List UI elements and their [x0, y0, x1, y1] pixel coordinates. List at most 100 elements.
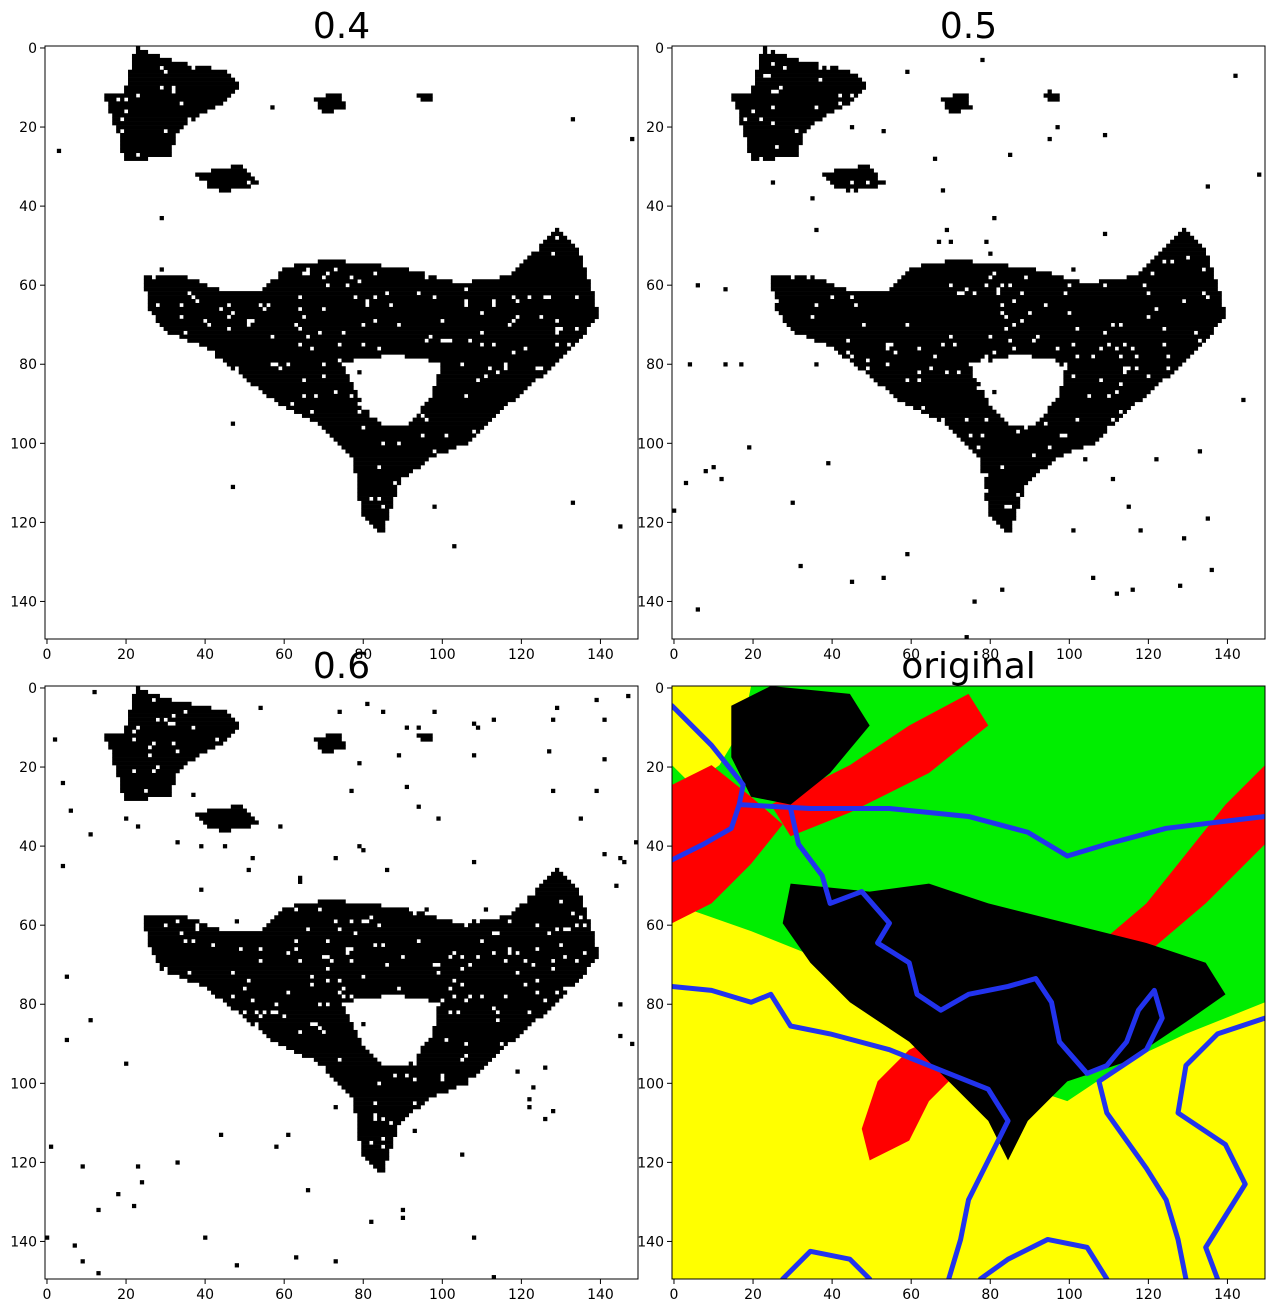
mask-run — [1071, 310, 1226, 316]
mask-run — [499, 1010, 528, 1015]
mask-run — [175, 1160, 180, 1165]
mask-run — [468, 287, 591, 292]
mask-run — [416, 1101, 425, 1106]
mask-run — [996, 350, 1195, 355]
mask-run — [996, 520, 1013, 525]
mask-run — [128, 109, 208, 114]
mask-run — [897, 279, 1080, 284]
mask-run — [175, 741, 224, 746]
mask-run — [554, 705, 560, 711]
mask-run — [1004, 283, 1009, 288]
mask-run — [739, 113, 827, 118]
mask-run — [566, 954, 599, 960]
mask-run — [278, 1002, 319, 1007]
mask-run — [893, 342, 942, 347]
mask-run — [357, 1120, 390, 1126]
mask-run — [543, 366, 552, 371]
x-tick-label: 60 — [902, 1287, 920, 1303]
mask-run — [1098, 279, 1218, 284]
mask-run — [535, 891, 579, 896]
mask-run — [948, 425, 1025, 430]
mask-run — [1059, 362, 1064, 367]
mask-run — [317, 105, 346, 110]
mask-run — [384, 1144, 394, 1149]
mask-run — [143, 287, 220, 292]
mask-run — [301, 958, 330, 964]
mask-run — [578, 923, 583, 928]
mask-run — [992, 334, 1037, 339]
mask-run — [72, 1243, 77, 1248]
mask-run — [853, 362, 886, 367]
mask-run — [131, 65, 160, 71]
mask-run — [774, 105, 815, 110]
y-tick-label: 20 — [19, 760, 37, 776]
mask-run — [116, 125, 184, 130]
mask-run — [428, 338, 441, 343]
y-tick-label: 100 — [10, 436, 37, 452]
mask-run — [147, 935, 595, 940]
mask-run — [353, 1105, 421, 1110]
mask-run — [167, 966, 326, 971]
mask-run — [432, 504, 437, 509]
mask-run — [270, 302, 366, 308]
region-red-band — [770, 693, 989, 837]
mask-run — [396, 1073, 406, 1078]
mask-run — [396, 753, 402, 758]
mask-run — [222, 844, 228, 849]
mask-run — [428, 397, 516, 403]
mask-run — [333, 958, 350, 964]
mask-run — [984, 480, 1029, 486]
mask-run — [1047, 136, 1052, 142]
mask-run — [207, 808, 247, 813]
mask-run — [92, 689, 97, 695]
mask-run — [404, 354, 564, 359]
mask-run — [246, 1010, 255, 1015]
mask-run — [381, 923, 465, 928]
mask-run — [1015, 322, 1112, 327]
axes-frame-3 — [671, 685, 1266, 1280]
mask-run — [294, 401, 358, 407]
mask-run — [147, 942, 212, 948]
mask-run — [834, 168, 874, 173]
mask-run — [845, 188, 851, 193]
mask-run — [278, 271, 303, 276]
panel-title-0: 0.4 — [313, 6, 370, 47]
mask-run — [1055, 397, 1143, 403]
mask-run — [570, 927, 591, 932]
mask-run — [345, 330, 481, 335]
mask-run — [622, 859, 627, 865]
mask-run — [1023, 291, 1064, 296]
mask-run — [810, 196, 815, 201]
mask-run — [341, 445, 457, 450]
mask-run — [1118, 389, 1151, 395]
mask-run — [353, 393, 358, 399]
mask-run — [175, 840, 180, 845]
mask-run — [416, 733, 433, 738]
mask-run — [507, 366, 536, 371]
mask-run — [222, 998, 251, 1003]
mask-run — [1205, 184, 1210, 189]
mask-run — [956, 433, 969, 438]
mask-run — [120, 144, 172, 150]
mask-run — [770, 287, 847, 292]
mask-run — [195, 812, 251, 817]
mask-run — [321, 907, 409, 912]
mask-run — [128, 81, 240, 86]
mask-run — [762, 49, 768, 55]
mask-run — [499, 931, 548, 936]
mask-run — [869, 358, 981, 363]
mask-run — [242, 1014, 259, 1019]
mask-run — [404, 784, 409, 790]
y-tick-label: 40 — [646, 199, 664, 215]
mask-run — [128, 721, 168, 726]
mask-run — [980, 469, 1040, 474]
mask-run — [551, 1109, 556, 1114]
mask-run — [155, 769, 180, 774]
mask-run — [618, 1033, 623, 1039]
mask-run — [183, 314, 228, 320]
mask-run — [471, 721, 477, 726]
mask-run — [147, 299, 196, 304]
mask-run — [739, 121, 772, 126]
mask-run — [618, 524, 623, 529]
mask-run — [416, 413, 421, 418]
